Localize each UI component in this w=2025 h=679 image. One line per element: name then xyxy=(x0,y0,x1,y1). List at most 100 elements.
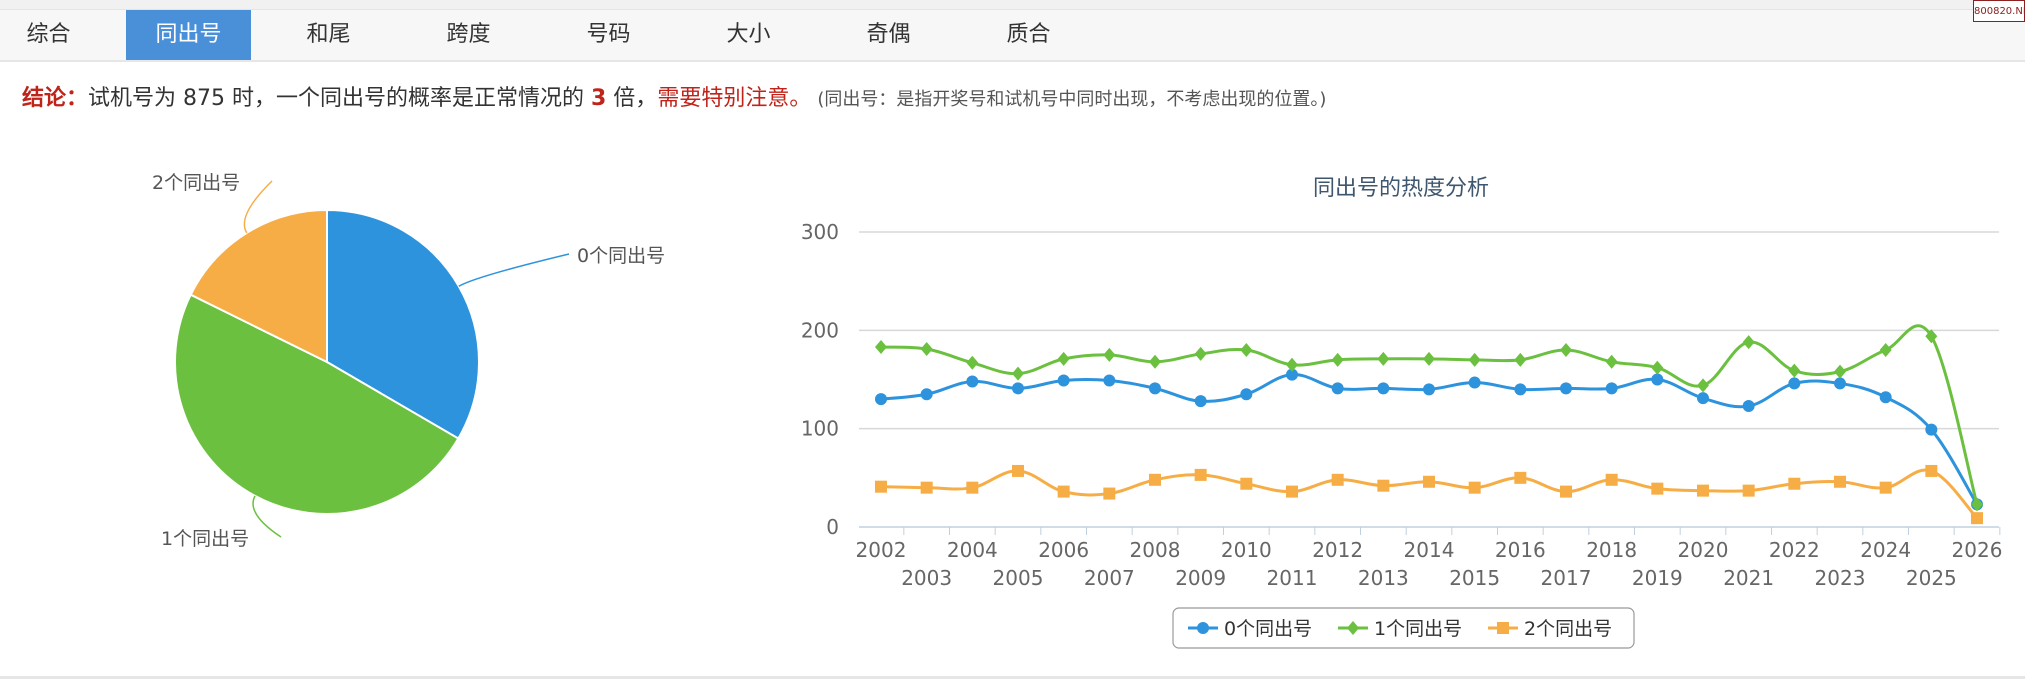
point-1-3 xyxy=(1012,366,1024,381)
legend-marker-1 xyxy=(1347,621,1359,635)
pie-connector-2 xyxy=(243,180,273,234)
x-tick-label-5: 2007 xyxy=(1084,566,1135,590)
x-tick-label-6: 2008 xyxy=(1130,538,1181,562)
point-2-15 xyxy=(1560,485,1572,498)
point-1-16 xyxy=(1605,354,1618,369)
y-tick-label-2: 200 xyxy=(801,318,839,342)
point-0-9 xyxy=(1286,368,1298,381)
pie-chart: 0个同出号 1个同出号 2个同出号 xyxy=(152,172,665,550)
chart-legend: 0个同出号 1个同出号 2个同出号 xyxy=(1172,607,1635,649)
pie-slice-0 xyxy=(326,208,480,440)
conclusion-text: 试机号为 875 时，一个同出号的概率是正常情况的 xyxy=(88,86,591,111)
tab-2[interactable]: 和尾 xyxy=(306,22,351,47)
point-0-22 xyxy=(1879,391,1892,404)
point-1-21 xyxy=(1834,364,1846,379)
x-tick-label-3: 2005 xyxy=(993,566,1044,590)
point-1-19 xyxy=(1742,335,1755,350)
point-0-20 xyxy=(1788,377,1801,390)
x-tick-label-18: 2020 xyxy=(1678,538,1729,562)
point-1-22 xyxy=(1879,343,1892,357)
x-tick-label-12: 2014 xyxy=(1404,538,1455,562)
point-0-12 xyxy=(1423,383,1435,396)
point-0-16 xyxy=(1605,382,1618,395)
point-0-0 xyxy=(875,393,887,406)
point-2-5 xyxy=(1103,487,1116,500)
point-1-17 xyxy=(1651,360,1664,375)
x-tick-label-19: 2021 xyxy=(1723,566,1774,590)
x-tick-label-10: 2012 xyxy=(1312,538,1363,562)
point-2-3 xyxy=(1012,464,1024,477)
x-tick-label-13: 2015 xyxy=(1449,566,1500,590)
legend-item-2[interactable]: 2个同出号 xyxy=(1524,618,1612,640)
tab-6[interactable]: 奇偶 xyxy=(866,22,911,47)
pie-connector-0 xyxy=(458,253,570,287)
point-1-24 xyxy=(1971,497,1983,512)
point-2-18 xyxy=(1697,484,1709,497)
point-0-23 xyxy=(1925,423,1938,436)
point-0-7 xyxy=(1194,395,1207,408)
point-2-24 xyxy=(1971,512,1983,525)
tab-0[interactable]: 综合 xyxy=(26,22,71,47)
point-0-13 xyxy=(1468,376,1481,389)
point-1-10 xyxy=(1331,352,1344,367)
tab-3[interactable]: 跨度 xyxy=(446,22,491,47)
point-1-1 xyxy=(920,342,933,357)
tab-7[interactable]: 质合 xyxy=(1006,22,1051,47)
point-1-5 xyxy=(1103,347,1116,362)
tab-4[interactable]: 号码 xyxy=(586,22,631,47)
point-2-14 xyxy=(1514,471,1527,484)
site-watermark: 800820.NET xyxy=(1973,0,2025,22)
point-0-14 xyxy=(1514,383,1527,396)
point-0-18 xyxy=(1697,392,1709,405)
point-2-20 xyxy=(1788,477,1801,490)
analysis-tabs: 综合 同出号 和尾 跨度 号码 大小 奇偶 质合 xyxy=(0,10,2025,62)
point-1-12 xyxy=(1423,351,1435,366)
x-tick-label-8: 2010 xyxy=(1221,538,1272,562)
point-0-10 xyxy=(1331,382,1344,395)
chart-title: 同出号的热度分析 xyxy=(1313,176,1489,201)
point-0-4 xyxy=(1057,374,1070,387)
x-tick-label-14: 2016 xyxy=(1495,538,1546,562)
point-2-16 xyxy=(1605,473,1618,486)
point-1-8 xyxy=(1240,343,1253,357)
conclusion-multiplier: 3 xyxy=(591,86,607,111)
x-tick-label-17: 2019 xyxy=(1632,566,1683,590)
legend-item-1[interactable]: 1个同出号 xyxy=(1374,618,1462,640)
x-tick-label-21: 2023 xyxy=(1815,566,1866,590)
point-1-15 xyxy=(1560,343,1572,357)
point-2-10 xyxy=(1331,473,1344,486)
point-0-17 xyxy=(1651,373,1664,386)
pie-label-2: 2个同出号 xyxy=(152,172,240,194)
point-2-23 xyxy=(1925,464,1938,477)
tab-5[interactable]: 大小 xyxy=(726,22,771,47)
pie-label-1: 1个同出号 xyxy=(161,528,249,550)
x-tick-label-9: 2011 xyxy=(1267,566,1318,590)
point-1-6 xyxy=(1149,354,1161,369)
point-2-8 xyxy=(1240,477,1253,490)
point-2-9 xyxy=(1286,485,1298,498)
pie-slice-2 xyxy=(189,208,328,364)
x-tick-label-20: 2022 xyxy=(1769,538,1820,562)
point-1-4 xyxy=(1057,351,1070,366)
point-2-7 xyxy=(1194,468,1207,481)
point-0-19 xyxy=(1742,400,1755,413)
point-1-7 xyxy=(1194,346,1207,361)
y-tick-label-3: 300 xyxy=(801,220,839,244)
conclusion-note: (同出号：是指开奖号和试机号中同时出现，不考虑出现的位置。) xyxy=(817,89,1327,110)
tab-1[interactable]: 同出号 xyxy=(126,10,251,60)
point-2-6 xyxy=(1149,473,1161,486)
x-tick-label-2: 2004 xyxy=(947,538,998,562)
point-0-6 xyxy=(1149,382,1161,395)
legend-item-0[interactable]: 0个同出号 xyxy=(1224,618,1312,640)
x-tick-label-11: 2013 xyxy=(1358,566,1409,590)
conclusion-label: 结论： xyxy=(22,86,89,111)
point-2-17 xyxy=(1651,482,1664,495)
conclusion: 结论：试机号为 875 时，一个同出号的概率是正常情况的 3 倍，需要特别注意。… xyxy=(22,80,1326,112)
point-0-1 xyxy=(920,388,933,401)
x-tick-label-7: 2009 xyxy=(1175,566,1226,590)
point-1-0 xyxy=(875,340,887,355)
point-0-3 xyxy=(1012,382,1024,395)
point-2-1 xyxy=(920,481,933,494)
point-2-4 xyxy=(1057,485,1070,498)
point-0-5 xyxy=(1103,374,1116,387)
